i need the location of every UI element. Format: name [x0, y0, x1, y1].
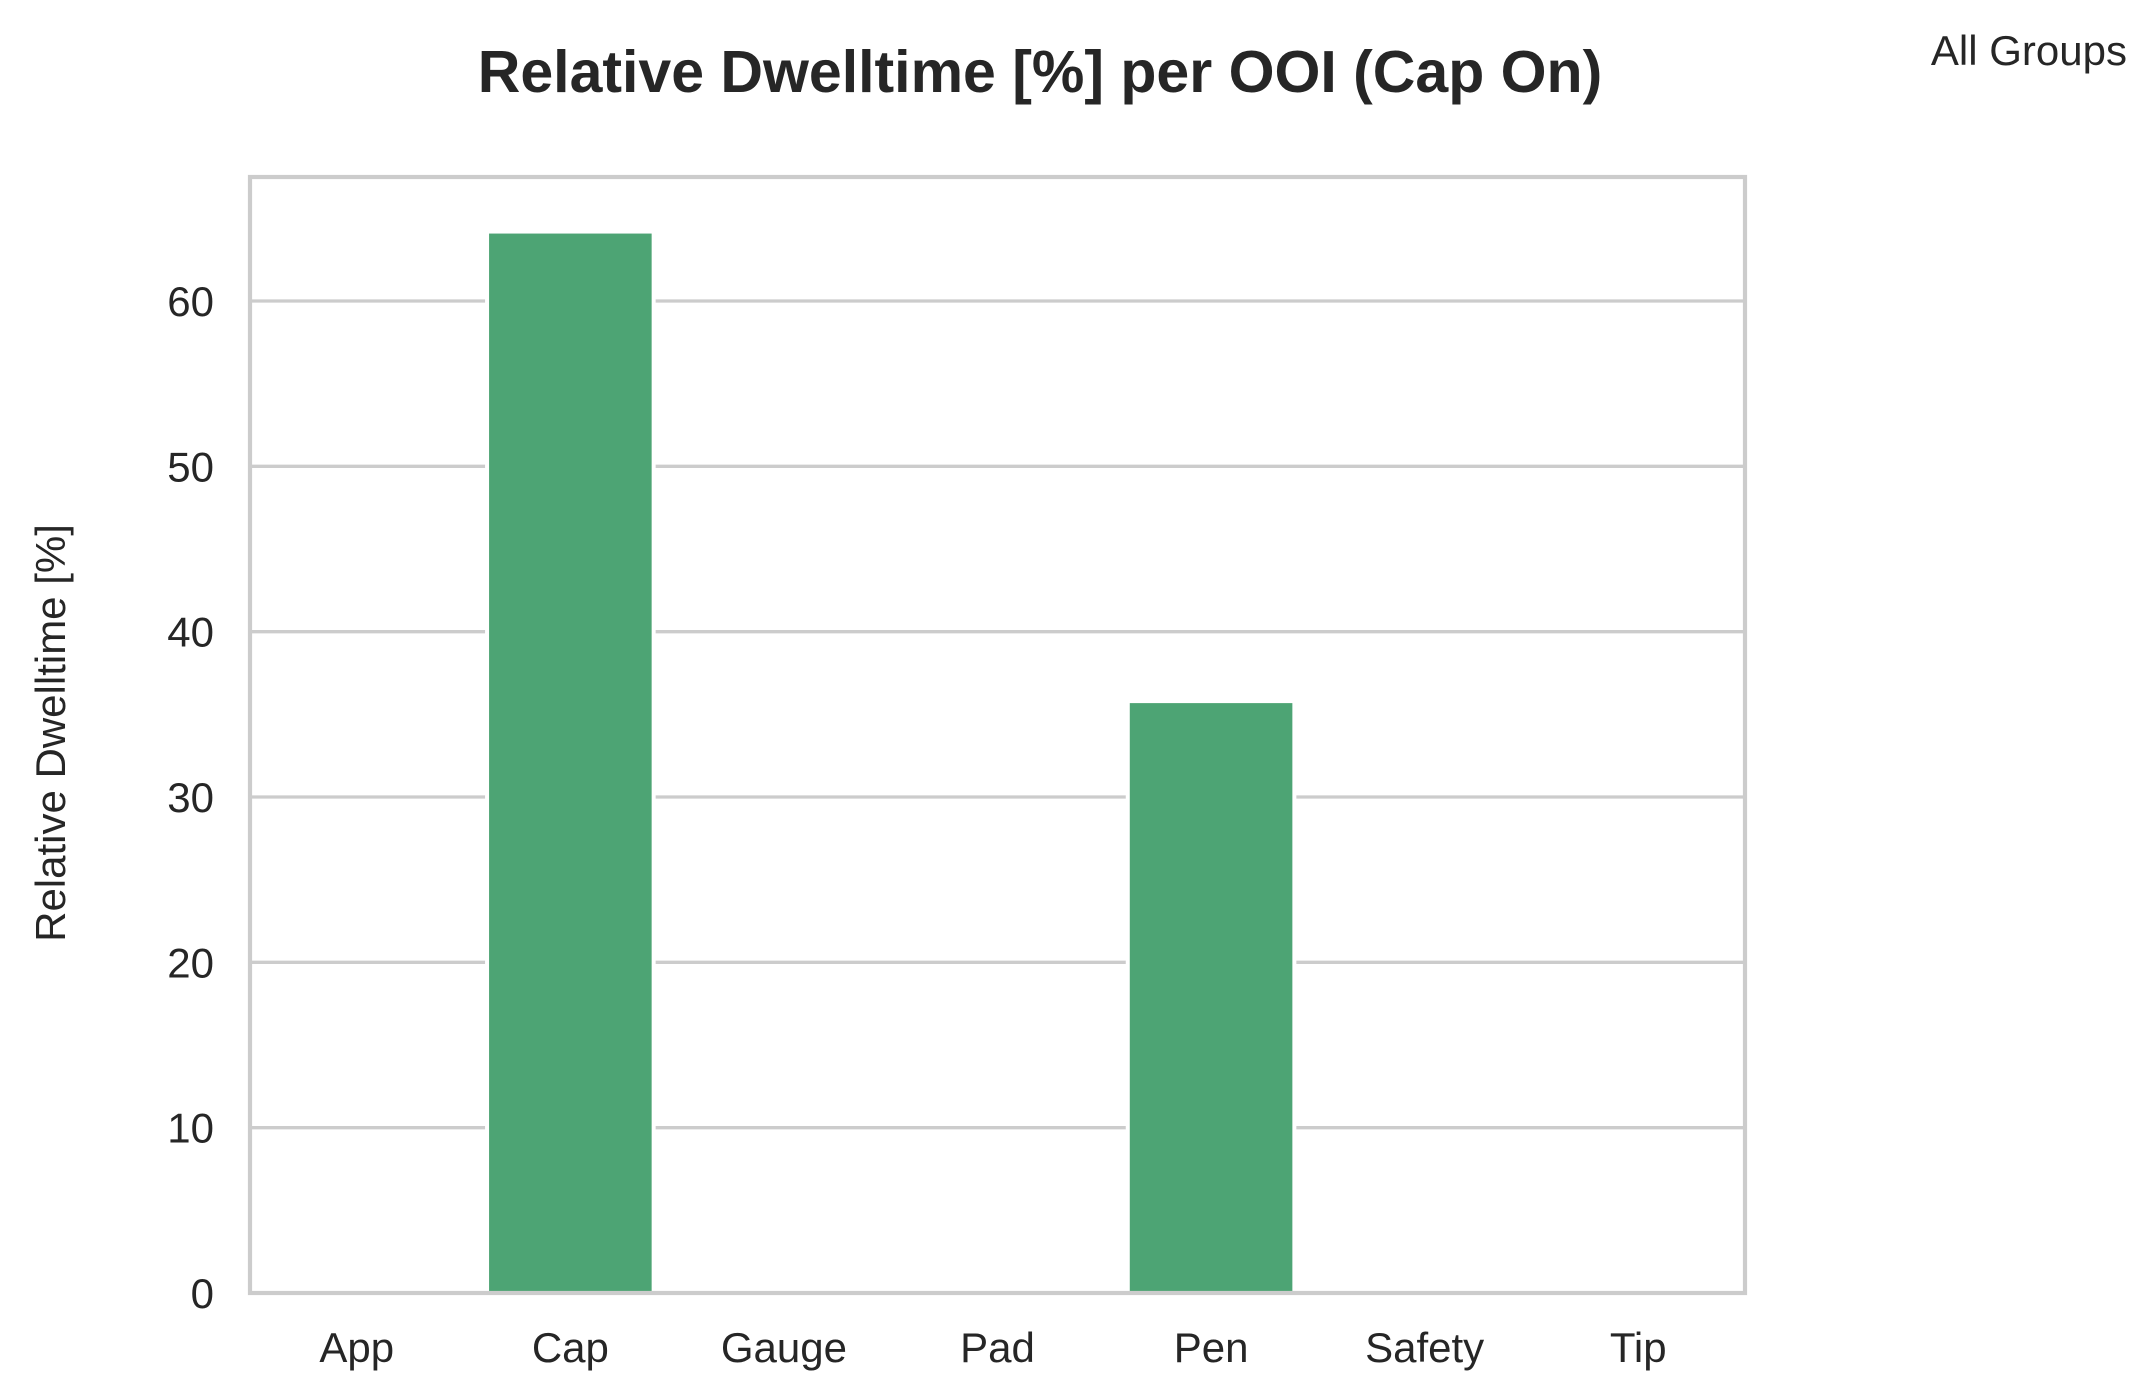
legend-title: All Groups — [1931, 27, 2127, 74]
y-tick-label: 0 — [191, 1270, 214, 1317]
x-tick-label-cap: Cap — [532, 1324, 609, 1371]
bars — [485, 229, 1297, 1295]
y-tick-label: 20 — [167, 939, 214, 986]
x-tick-label-pen: Pen — [1174, 1324, 1249, 1371]
x-tick-label-gauge: Gauge — [721, 1324, 847, 1371]
y-tick-labels: 0 10 20 30 40 50 60 — [167, 278, 214, 1317]
bar-cap — [485, 229, 656, 1295]
x-tick-label-app: App — [319, 1324, 394, 1371]
y-axis-label: Relative Dwelltime [%] — [27, 524, 74, 942]
y-tick-label: 40 — [167, 609, 214, 656]
y-tick-label: 50 — [167, 443, 214, 490]
y-tick-label: 10 — [167, 1105, 214, 1152]
gridlines — [250, 299, 1745, 1130]
chart-title: Relative Dwelltime [%] per OOI (Cap On) — [478, 39, 1603, 105]
x-tick-label-pad: Pad — [960, 1324, 1035, 1371]
y-tick-label: 30 — [167, 774, 214, 821]
bar-pen — [1125, 699, 1297, 1295]
y-tick-label: 60 — [167, 278, 214, 325]
x-tick-label-safety: Safety — [1365, 1324, 1484, 1371]
x-tick-label-tip: Tip — [1610, 1324, 1667, 1371]
plot-frame — [247, 174, 1748, 1296]
x-tick-labels: App Cap Gauge Pad Pen Safety Tip — [319, 1324, 1666, 1371]
